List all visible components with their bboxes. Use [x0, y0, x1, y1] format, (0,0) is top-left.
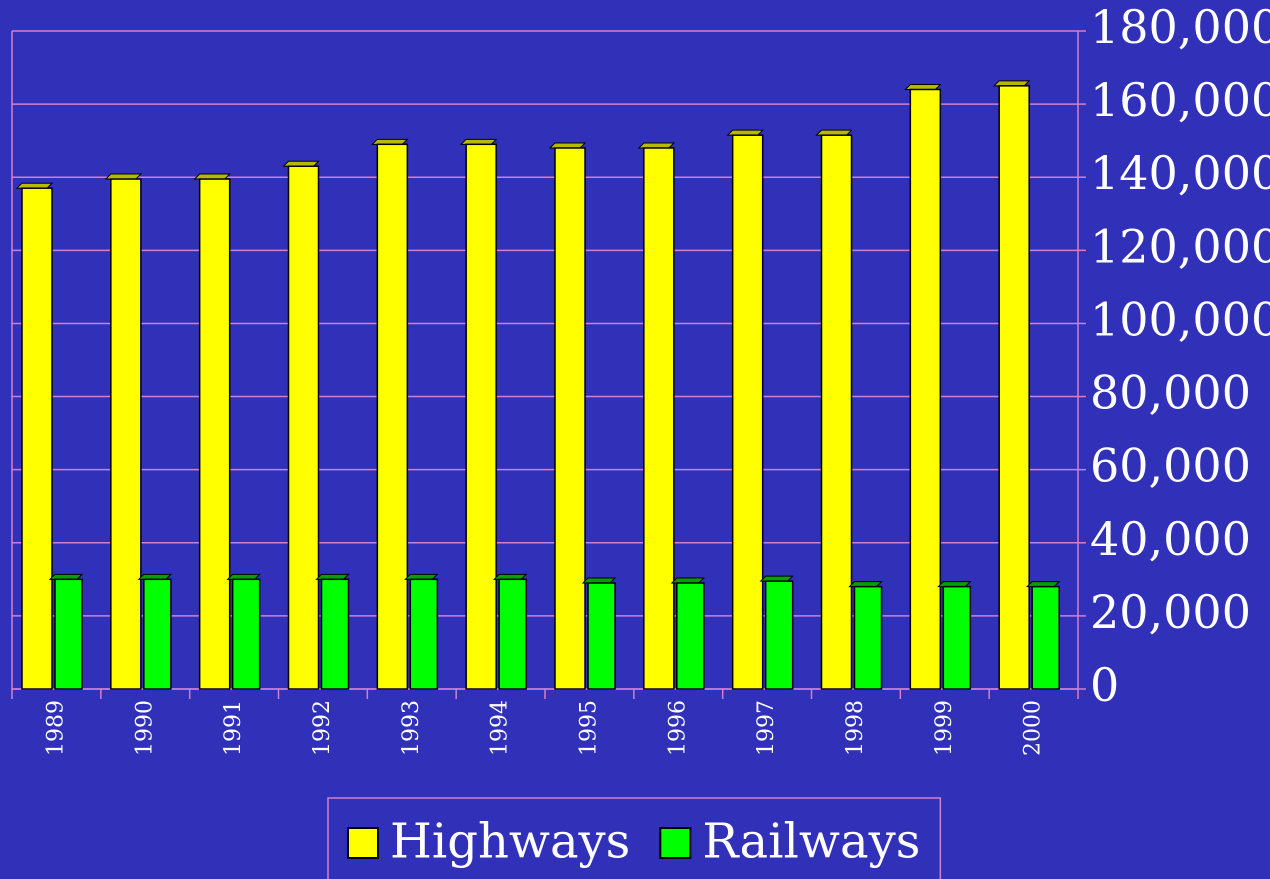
bar: [1031, 585, 1060, 690]
bar: [998, 85, 1030, 690]
bar: [731, 134, 764, 690]
y-tick-label: 160,000: [1090, 73, 1270, 127]
bar: [465, 143, 497, 690]
bar: [287, 165, 320, 690]
bar-top: [848, 581, 883, 588]
y-tick-label: 40,000: [1090, 512, 1251, 566]
bar: [498, 578, 527, 690]
legend-swatch: [347, 827, 379, 859]
bar: [820, 134, 853, 690]
bar: [198, 178, 231, 690]
x-tick-label: 1990: [132, 700, 157, 756]
bar-top: [104, 173, 143, 180]
y-tick-label: 0: [1090, 658, 1119, 712]
x-tick-label: 1995: [576, 700, 601, 756]
bar: [54, 578, 83, 690]
bar-top: [459, 138, 498, 145]
y-tick-label: 60,000: [1090, 439, 1251, 493]
bar: [143, 578, 172, 690]
bar-top: [371, 138, 409, 145]
y-tick-label: 180,000: [1090, 0, 1270, 54]
bar-top: [937, 581, 972, 588]
x-tick-label: 1998: [843, 700, 868, 756]
bar: [643, 147, 675, 690]
bar: [231, 578, 261, 690]
x-tick-label: 1996: [665, 700, 690, 756]
bar: [853, 585, 883, 690]
bar: [376, 143, 409, 690]
x-tick-label: 2000: [1021, 700, 1046, 756]
bar: [942, 585, 972, 690]
bar: [409, 578, 439, 690]
x-tick-label: 1997: [754, 700, 779, 756]
y-tick-label: 100,000: [1090, 292, 1270, 346]
bar: [110, 178, 142, 690]
bar: [320, 578, 350, 690]
bar-top: [1025, 581, 1061, 588]
bar: [909, 88, 942, 690]
bar: [676, 582, 705, 690]
legend-label: Railways: [702, 814, 920, 870]
legend-label: Highways: [390, 814, 630, 870]
y-tick-label: 120,000: [1090, 219, 1270, 273]
x-tick-label: 1992: [310, 700, 335, 756]
legend-box: [327, 797, 942, 879]
y-tick-label: 20,000: [1090, 585, 1251, 639]
bar: [21, 187, 53, 690]
x-tick-label: 1999: [932, 700, 957, 756]
bar-top: [193, 173, 231, 180]
x-tick-label: 1991: [221, 700, 246, 756]
bar: [587, 582, 616, 690]
legend-swatch: [659, 827, 692, 859]
y-tick-label: 140,000: [1090, 146, 1270, 200]
y-tick-label: 80,000: [1090, 366, 1251, 420]
x-tick-label: 1993: [399, 700, 424, 756]
x-tick-label: 1989: [43, 700, 68, 756]
x-tick-label: 1994: [488, 700, 513, 756]
bar: [764, 580, 794, 690]
bar: [554, 147, 586, 690]
